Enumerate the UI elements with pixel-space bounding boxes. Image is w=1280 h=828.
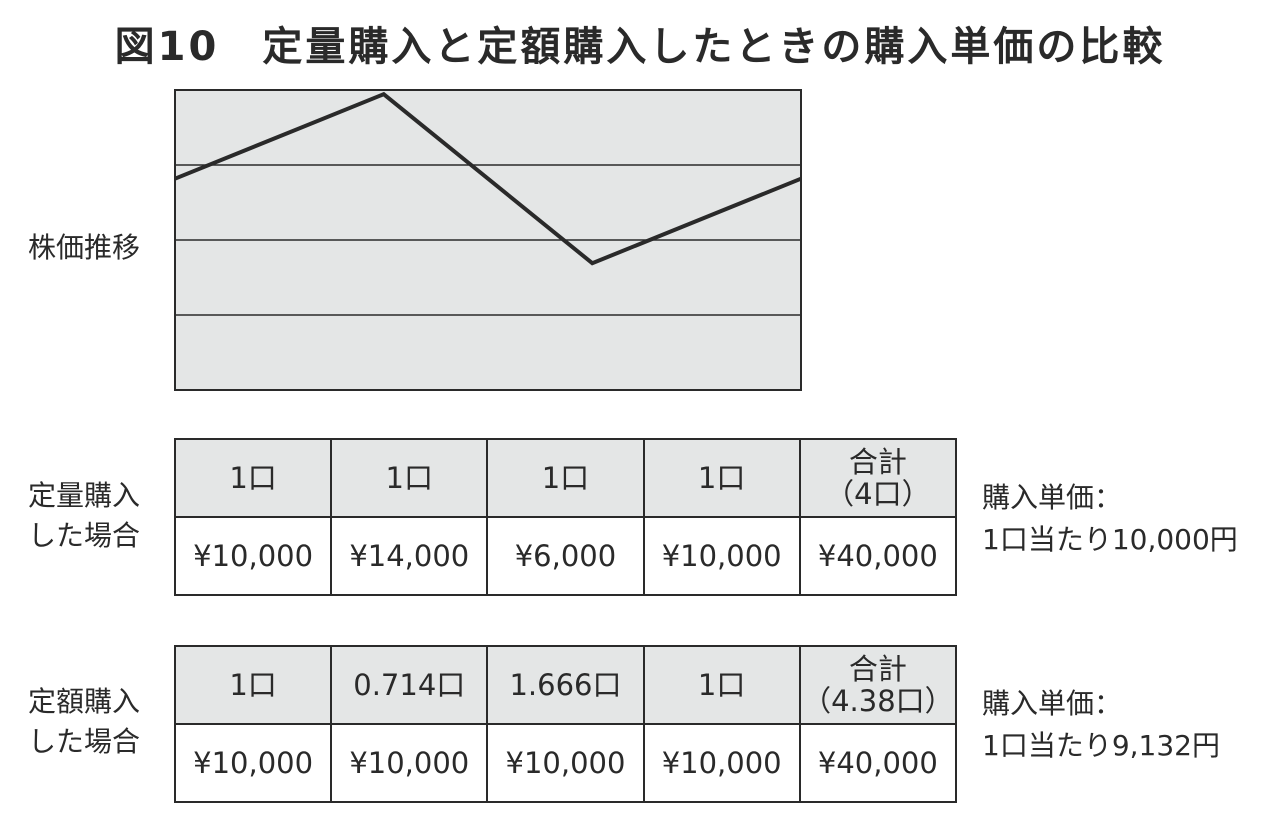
amounts-row: ¥10,000 ¥14,000 ¥6,000 ¥10,000 ¥40,000 xyxy=(173,516,958,596)
total-units-heading: 合計 xyxy=(848,445,907,479)
amount-cell: ¥10,000 xyxy=(486,723,645,803)
fixed-amount-label-line2: した場合 xyxy=(28,725,141,758)
amount-cell: ¥10,000 xyxy=(642,723,801,803)
unit-cell: 1口 xyxy=(330,438,489,518)
amount-cell: ¥14,000 xyxy=(330,516,489,596)
amount-cell: ¥10,000 xyxy=(330,723,489,803)
unit-cell: 1口 xyxy=(642,645,801,725)
unit-cell: 1口 xyxy=(173,438,333,518)
price-trend-label: 株価推移 xyxy=(28,231,141,264)
figure-title: 図10 定量購入と定額購入したときの購入単価の比較 xyxy=(114,24,1166,70)
unit-price-value: 1口当たり10,000円 xyxy=(982,523,1238,556)
amount-cell: ¥10,000 xyxy=(642,516,801,596)
unit-cell: 0.714口 xyxy=(330,645,489,725)
units-row: 1口 1口 1口 1口 合計 （4口） xyxy=(173,438,958,518)
unit-price-heading: 購入単価： xyxy=(982,687,1123,720)
fixed-amount-unit-price-note: 購入単価： 1口当たり9,132円 xyxy=(982,683,1220,767)
total-units-heading: 合計 xyxy=(848,652,907,686)
total-amount-cell: ¥40,000 xyxy=(798,723,958,803)
fixed-quantity-unit-price-note: 購入単価： 1口当たり10,000円 xyxy=(982,477,1238,561)
amounts-row: ¥10,000 ¥10,000 ¥10,000 ¥10,000 ¥40,000 xyxy=(173,723,958,803)
fixed-quantity-table: 1口 1口 1口 1口 合計 （4口） ¥10,000 ¥14,000 ¥6,0… xyxy=(173,438,958,596)
fixed-quantity-label-line1: 定量購入 xyxy=(28,479,141,512)
amount-cell: ¥10,000 xyxy=(173,516,333,596)
amount-cell: ¥6,000 xyxy=(486,516,645,596)
total-units-cell: 合計 （4口） xyxy=(798,438,958,518)
fixed-amount-label: 定額購入 した場合 xyxy=(28,682,168,762)
total-units-value: （4口） xyxy=(825,477,931,511)
price-trend-chart xyxy=(174,89,802,391)
unit-cell: 1口 xyxy=(173,645,333,725)
total-units-value: （4.38口） xyxy=(802,684,954,718)
price-line xyxy=(174,91,802,266)
total-units-cell: 合計 （4.38口） xyxy=(798,645,958,725)
units-row: 1口 0.714口 1.666口 1口 合計 （4.38口） xyxy=(173,645,958,725)
fixed-amount-table: 1口 0.714口 1.666口 1口 合計 （4.38口） ¥10,000 ¥… xyxy=(173,645,958,803)
amount-cell: ¥10,000 xyxy=(173,723,333,803)
fixed-amount-label-line1: 定額購入 xyxy=(28,685,141,718)
unit-price-value: 1口当たり9,132円 xyxy=(982,729,1220,762)
unit-cell: 1.666口 xyxy=(486,645,645,725)
unit-cell: 1口 xyxy=(486,438,645,518)
total-amount-cell: ¥40,000 xyxy=(798,516,958,596)
fixed-quantity-label-line2: した場合 xyxy=(28,519,141,552)
unit-price-heading: 購入単価： xyxy=(982,481,1123,514)
fixed-quantity-label: 定量購入 した場合 xyxy=(28,476,168,556)
unit-cell: 1口 xyxy=(642,438,801,518)
